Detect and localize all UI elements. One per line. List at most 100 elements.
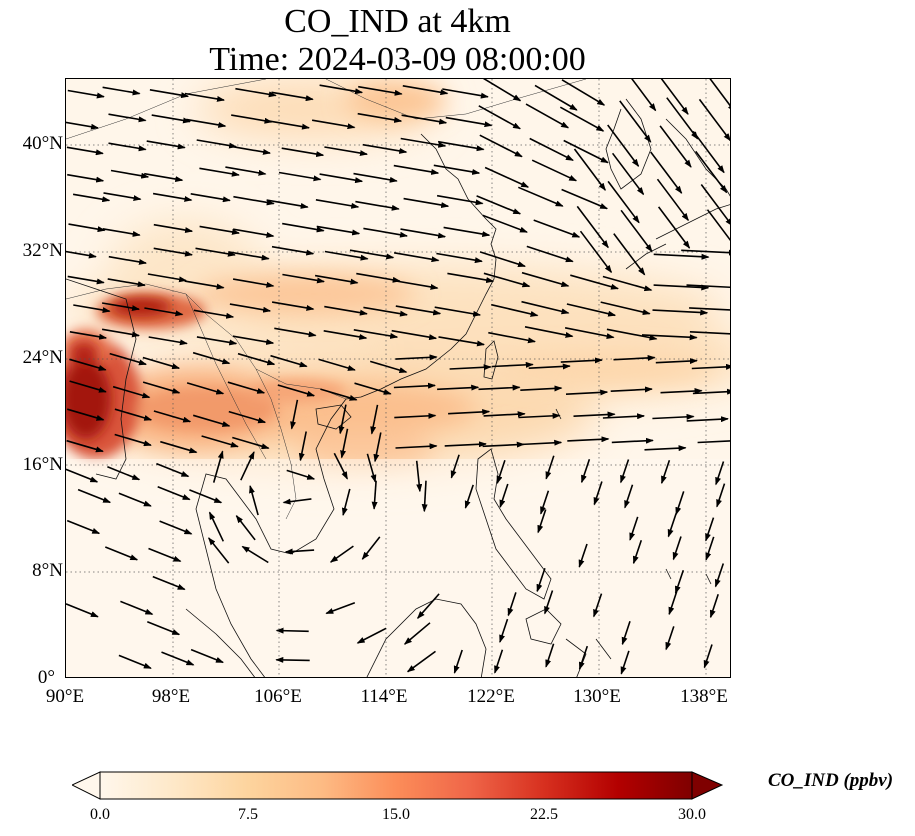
wind-arrow [290,399,299,430]
wind-arrow [593,593,603,618]
wind-arrow [232,278,275,288]
wind-arrow [689,331,730,335]
wind-arrow [112,385,151,399]
wind-arrow [229,303,272,313]
wind-arrow [521,300,570,315]
wind-arrow [320,388,358,401]
wind-arrow [674,569,685,595]
wind-arrow [354,382,392,395]
wind-arrow [108,113,147,123]
wind-arrow [356,627,387,644]
wind-arrow [561,79,606,106]
wind-arrow [700,184,730,227]
wind-arrow [705,517,715,542]
wind-arrow [275,656,310,663]
wind-arrow [393,382,436,389]
wind-arrow [698,98,730,142]
wind-arrow [232,436,270,450]
wind-arrow [393,164,440,175]
wind-arrow [266,199,309,209]
wind-arrow [641,334,698,341]
wind-arrow [146,140,186,150]
wind-arrow [660,79,689,115]
wind-arrow [393,252,440,263]
map-panel [65,78,731,678]
wind-arrow [652,413,695,420]
wind-arrow [395,443,438,450]
wind-arrow [103,192,142,201]
wind-arrow [656,178,689,222]
wind-arrow [391,329,438,341]
colorbar-title: CO_IND (ppbv) [768,770,894,791]
wind-arrow [479,251,526,268]
wind-arrow [483,272,531,288]
wind-arrow [282,498,312,505]
wind-arrow [66,408,105,421]
wind-arrow [644,445,687,452]
wind-arrow [567,436,610,443]
wind-arrow [311,119,356,130]
x-tick-label: 114°E [360,686,408,707]
wind-arrow [186,118,227,128]
wind-arrow [324,146,368,156]
wind-arrow [282,273,325,284]
wind-arrow [142,381,181,394]
wind-arrow [545,643,555,668]
wind-arrow [153,410,192,423]
colorbar [72,771,724,800]
x-tick-label: 138°E [680,686,728,707]
wind-arrow [118,492,152,507]
wind-arrow [570,274,619,290]
wind-arrow [433,164,481,175]
wind-arrow [564,327,615,339]
wind-arrow [525,103,570,129]
wind-arrow [102,86,141,96]
wind-arrow [72,193,111,203]
wind-arrow [483,411,526,418]
wind-arrow [709,593,719,619]
wind-arrow [66,603,99,618]
wind-arrow [153,223,194,233]
x-tick-label: 130°E [573,686,621,707]
colorbar-tick-label: 22.5 [530,806,558,823]
wind-arrow [573,411,616,418]
gridlines [66,79,730,677]
colorbar-gradient [99,771,693,800]
wind-arrow [69,380,107,393]
wind-arrow [563,139,609,164]
wind-arrow [602,275,653,292]
wind-arrow [686,284,730,289]
wind-arrow [613,354,656,361]
wind-arrow [531,159,578,182]
wind-arrow [579,230,613,274]
wind-arrow [448,408,491,415]
wind-arrow [436,194,484,206]
wind-arrow [66,468,99,483]
wind-arrow [406,650,436,673]
wind-arrow [681,249,730,256]
wind-arrow [108,142,147,152]
wind-arrow [415,460,423,493]
wind-arrow [147,273,187,283]
wind-arrow [482,214,528,233]
wind-arrow [241,545,269,564]
wind-arrow [110,169,150,179]
colorbar-tick-label: 7.5 [238,806,258,823]
wind-arrow [356,272,401,283]
wind-arrow [69,331,108,340]
wind-arrow [395,305,442,316]
wind-arrow [157,486,191,501]
wind-arrow [314,274,359,285]
chart-title: CO_IND at 4km [284,3,511,40]
y-tick-label: 40°N [22,133,63,154]
wind-arrow [105,546,139,561]
wind-arrow [340,428,349,459]
wind-arrow [325,602,356,615]
wind-arrow [353,329,399,339]
wind-arrow [400,228,447,239]
wind-arrow [437,384,480,391]
wind-arrow [186,382,225,395]
wind-arrow [464,484,474,509]
wind-arrow [499,618,509,643]
wind-arrow [659,125,692,168]
